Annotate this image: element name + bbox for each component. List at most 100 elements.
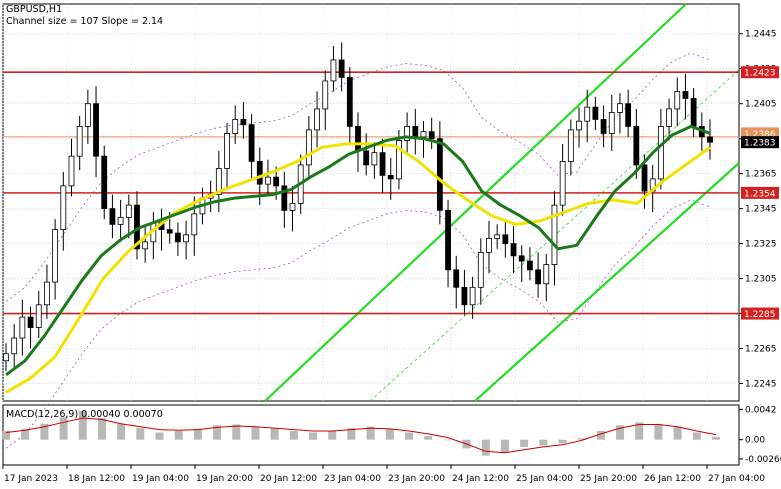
candle-body xyxy=(535,269,541,285)
x-tick-label: 19 Jan 04:00 xyxy=(132,474,189,484)
macd-bar xyxy=(635,422,644,440)
macd-indicator: 0.0042 0.00 -0.00266 xyxy=(2,405,781,465)
candle-body xyxy=(600,119,607,134)
candle-body xyxy=(371,152,378,166)
macd-bar xyxy=(136,428,145,440)
candle-body xyxy=(666,108,672,127)
current-price-tag-bg xyxy=(741,136,779,149)
candle-body xyxy=(518,255,525,262)
macd-bar xyxy=(520,439,529,447)
candle-body xyxy=(3,353,9,362)
candle-body xyxy=(617,103,623,113)
candle-body xyxy=(191,213,198,236)
x-tick-label: 17 Jan 2023 xyxy=(4,474,58,484)
candle-body xyxy=(502,234,509,244)
candle-body xyxy=(248,124,255,162)
candle-body xyxy=(453,269,460,288)
candle-body xyxy=(404,126,411,141)
candle-body xyxy=(412,126,419,138)
candle-body xyxy=(477,251,484,288)
candle-body xyxy=(379,152,386,176)
macd-bar xyxy=(328,431,337,440)
macd-bar xyxy=(232,424,241,440)
grid-lines xyxy=(2,4,739,401)
macd-bar xyxy=(193,428,202,440)
macd-bar xyxy=(97,418,106,440)
macd-bar xyxy=(692,432,701,440)
y-tick-label: 1.2245 xyxy=(745,380,777,390)
candle-body xyxy=(682,91,689,99)
candle-body xyxy=(281,185,288,211)
candle-body xyxy=(183,234,189,243)
macd-bar xyxy=(59,417,68,440)
candle-body xyxy=(355,126,361,152)
candle-body xyxy=(633,126,640,166)
candle-body xyxy=(527,260,533,271)
macd-bar xyxy=(117,423,126,440)
level-price-tag-bg xyxy=(741,186,779,199)
time-axis: 17 Jan 2023 18 Jan 12:00 19 Jan 04:00 19 Ja… xyxy=(2,465,765,484)
candle-body xyxy=(338,59,345,78)
x-tick-label: 23 Jan 04:00 xyxy=(324,474,381,484)
orange-price-tag: 1.2386 xyxy=(744,130,776,140)
macd-tick-label: 0.00 xyxy=(745,436,765,446)
macd-bar xyxy=(539,439,548,446)
macd-bar xyxy=(309,432,318,440)
x-tick-label: 26 Jan 12:00 xyxy=(644,474,701,484)
x-tick-label: 24 Jan 12:00 xyxy=(452,474,509,484)
candle-body xyxy=(486,237,492,253)
candle-body xyxy=(469,286,476,306)
x-tick-label: 25 Jan 20:00 xyxy=(580,474,637,484)
candle-body xyxy=(314,108,320,131)
macd-bar xyxy=(712,436,720,440)
horizontal-levels xyxy=(3,71,739,315)
candle-body xyxy=(142,241,149,250)
candle-body xyxy=(44,281,50,306)
level-price-tag-bg xyxy=(741,307,779,320)
macd-bar xyxy=(2,431,10,440)
candle-body xyxy=(576,120,582,131)
macd-bar xyxy=(155,432,164,440)
candle-body xyxy=(445,209,451,271)
candle-body xyxy=(273,176,280,187)
candle-body xyxy=(420,131,427,138)
macd-tick-label: 0.0042 xyxy=(745,405,777,415)
moving-averages xyxy=(5,124,711,394)
candle-body xyxy=(76,126,83,157)
candle-body xyxy=(363,150,370,166)
candle-body xyxy=(322,80,329,110)
macd-bar xyxy=(481,439,490,456)
bollinger-lower xyxy=(5,199,711,449)
candle-body xyxy=(330,59,337,82)
candle-body xyxy=(84,103,91,127)
y-tick-label: 1.2345 xyxy=(745,205,777,215)
candle-body xyxy=(608,112,615,134)
candle-body xyxy=(690,98,697,127)
candle-body xyxy=(510,243,517,257)
candle-body xyxy=(27,316,34,328)
candle-body xyxy=(543,264,550,285)
macd-bar xyxy=(270,428,279,440)
x-tick-label: 27 Jan 04:00 xyxy=(708,474,765,484)
candle-body xyxy=(35,304,42,328)
macd-bar xyxy=(424,436,433,440)
candle-body xyxy=(346,77,353,127)
macd-bar xyxy=(40,423,49,440)
candle-body xyxy=(125,204,132,218)
y-tick-label: 1.2405 xyxy=(745,100,777,110)
channel-upper xyxy=(264,3,687,402)
y-tick-label: 1.2305 xyxy=(745,275,777,285)
macd-bar xyxy=(366,426,375,440)
candle-body xyxy=(101,155,108,210)
macd-bar xyxy=(596,431,605,440)
candle-body xyxy=(215,167,222,196)
bollinger-upper xyxy=(5,52,711,302)
macd-bar xyxy=(577,438,586,440)
ma-fast-line xyxy=(5,124,711,377)
x-tick-label: 25 Jan 04:00 xyxy=(516,474,573,484)
candle-body xyxy=(240,119,247,126)
macd-bar xyxy=(443,439,452,441)
candle-body xyxy=(674,91,681,110)
